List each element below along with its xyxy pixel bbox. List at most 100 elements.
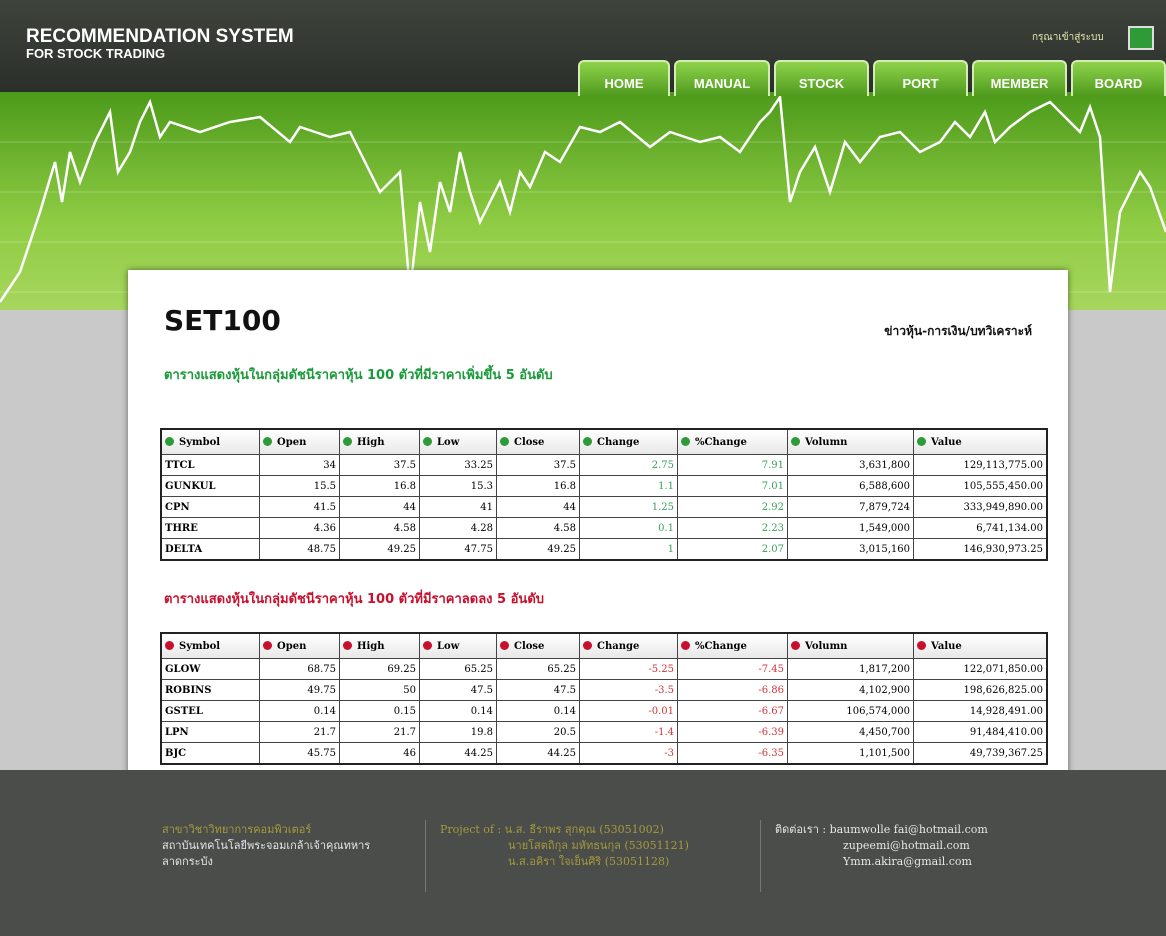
column-header: Low [419, 428, 497, 455]
value-cell: 47.5 [419, 679, 497, 701]
stock-row: ROBINS 49.75 50 47.5 47.5 -3.5 -6.86 4,102,900 1… [160, 679, 1048, 701]
value-cell: 50 [339, 679, 420, 701]
column-label: Low [437, 436, 460, 448]
stock-row: GSTEL 0.14 0.15 0.14 0.14 -0.01 -6.67 106,574,0… [160, 700, 1048, 722]
footer: สาขาวิชาวิทยาการคอมพิวเตอร์ สถาบันเทคโนโ… [0, 770, 1166, 936]
footer-line: ติดต่อเรา : baumwolle fai@hotmail.com [775, 823, 988, 836]
value-cell: 37.5 [339, 454, 420, 476]
value-cell: 106,574,000 [787, 700, 914, 722]
value-cell: 198,626,825.00 [913, 679, 1048, 701]
column-header: Low [419, 632, 497, 659]
nav-tab[interactable]: MEMBER [972, 60, 1067, 96]
column-icon [791, 640, 800, 650]
column-header: Close [496, 428, 580, 455]
stock-row: CPN 41.5 44 41 44 1.25 2.92 7,879,724 333,949,89… [160, 496, 1048, 518]
value-cell: 4.58 [496, 517, 580, 539]
column-label: %Change [695, 640, 747, 652]
value-cell: 4,450,700 [787, 721, 914, 743]
footer-line: Project of : น.ส. ธีราพร สุกคุณ (5305100… [440, 823, 664, 836]
column-icon [791, 436, 800, 446]
stock-row: TTCL 34 37.5 33.25 37.5 2.75 7.91 3,631,800 129,… [160, 454, 1048, 476]
footer-project: Project of : น.ส. ธีราพร สุกคุณ (5305100… [440, 822, 689, 870]
value-cell: -0.01 [579, 700, 678, 722]
value-cell: 48.75 [259, 538, 340, 561]
column-icon [583, 640, 592, 650]
value-cell: 0.14 [496, 700, 580, 722]
column-header: Symbol [160, 428, 260, 455]
value-cell: 47.75 [419, 538, 497, 561]
value-cell: 3,631,800 [787, 454, 914, 476]
nav-tab[interactable]: HOME [578, 60, 670, 96]
value-cell: 68.75 [259, 658, 340, 680]
divider [760, 820, 761, 892]
value-cell: 2.23 [677, 517, 788, 539]
value-cell: 65.25 [419, 658, 497, 680]
value-cell: 41 [419, 496, 497, 518]
column-label: Open [277, 640, 307, 652]
symbol-cell: TTCL [160, 454, 260, 476]
symbol-cell: CPN [160, 496, 260, 518]
footer-institute: สาขาวิชาวิทยาการคอมพิวเตอร์ สถาบันเทคโนโ… [162, 822, 370, 870]
value-cell: 49.25 [496, 538, 580, 561]
column-header: Change [579, 632, 678, 659]
column-header: Volumn [787, 632, 914, 659]
stock-row: BJC 45.75 46 44.25 44.25 -3 -6.35 1,101,500 49,7… [160, 742, 1048, 765]
stock-row: GLOW 68.75 69.25 65.25 65.25 -5.25 -7.45 1,817,… [160, 658, 1048, 680]
nav-tab[interactable]: MANUAL [674, 60, 770, 96]
login-icon[interactable] [1128, 26, 1154, 50]
value-cell: 16.8 [496, 475, 580, 497]
symbol-cell: BJC [160, 742, 260, 765]
value-cell: -6.39 [677, 721, 788, 743]
value-cell: 91,484,410.00 [913, 721, 1048, 743]
nav-tab[interactable]: PORT [873, 60, 968, 96]
column-header: Open [259, 428, 340, 455]
nav-tab[interactable]: BOARD [1071, 60, 1166, 96]
value-cell: 1 [579, 538, 678, 561]
column-label: High [357, 436, 385, 448]
value-cell: 7.91 [677, 454, 788, 476]
value-cell: 2.92 [677, 496, 788, 518]
value-cell: 14,928,491.00 [913, 700, 1048, 722]
footer-line: ลาดกระบัง [162, 855, 213, 868]
value-cell: 1,549,000 [787, 517, 914, 539]
nav-tab[interactable]: STOCK [774, 60, 869, 96]
stock-row: GUNKUL 15.5 16.8 15.3 16.8 1.1 7.01 6,588,600 10… [160, 475, 1048, 497]
column-header: %Change [677, 632, 788, 659]
symbol-cell: GLOW [160, 658, 260, 680]
value-cell: 0.15 [339, 700, 420, 722]
value-cell: 45.75 [259, 742, 340, 765]
column-icon [500, 640, 509, 650]
value-cell: 7.01 [677, 475, 788, 497]
value-cell: 146,930,973.25 [913, 538, 1048, 561]
value-cell: 20.5 [496, 721, 580, 743]
value-cell: 41.5 [259, 496, 340, 518]
column-label: Close [514, 436, 545, 448]
panel-title: SET100 [164, 304, 281, 337]
value-cell: 49.25 [339, 538, 420, 561]
value-cell: 129,113,775.00 [913, 454, 1048, 476]
value-cell: 6,588,600 [787, 475, 914, 497]
stock-row: THRE 4.36 4.58 4.28 4.58 0.1 2.23 1,549,000 6,74… [160, 517, 1048, 539]
value-cell: 4.36 [259, 517, 340, 539]
table-heading: ตารางแสดงหุ้นในกลุ่มดัชนีราคาหุ้น 100 ตั… [164, 592, 545, 607]
value-cell: 4,102,900 [787, 679, 914, 701]
column-header: Value [913, 428, 1048, 455]
value-cell: 33.25 [419, 454, 497, 476]
column-icon [917, 436, 926, 446]
column-header: Symbol [160, 632, 260, 659]
value-cell: 0.14 [419, 700, 497, 722]
value-cell: 15.3 [419, 475, 497, 497]
login-link[interactable]: กรุณาเข้าสู่ระบบ [1032, 32, 1104, 43]
header-row: Symbol Open High Low Close Change %Change Volum… [160, 428, 1048, 455]
footer-line: สาขาวิชาวิทยาการคอมพิวเตอร์ [162, 823, 312, 836]
news-link[interactable]: ข่าวหุ้น-การเงิน/บทวิเคราะห์ [884, 324, 1032, 338]
column-label: Close [514, 640, 545, 652]
value-cell: 15.5 [259, 475, 340, 497]
value-cell: 3,015,160 [787, 538, 914, 561]
value-cell: 21.7 [339, 721, 420, 743]
column-header: %Change [677, 428, 788, 455]
column-label: Value [931, 640, 962, 652]
column-icon [500, 436, 509, 446]
value-cell: -7.45 [677, 658, 788, 680]
